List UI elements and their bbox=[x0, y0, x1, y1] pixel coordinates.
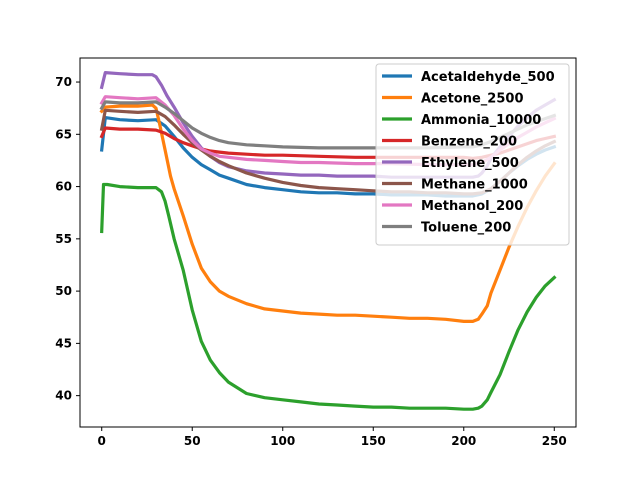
y-tick-label: 40 bbox=[55, 389, 72, 403]
legend: Acetaldehyde_500 Acetone_2500 Ammonia_1000… bbox=[375, 63, 570, 246]
y-tick-label: 50 bbox=[55, 284, 72, 298]
axes-layer: 0 50 100 150 200 250 40 45 50 55 60 65 70 bbox=[55, 57, 577, 448]
x-tick-label: 50 bbox=[184, 434, 201, 448]
axes-frame bbox=[79, 57, 577, 428]
legend-box bbox=[375, 63, 570, 246]
y-tick-label: 70 bbox=[55, 75, 72, 89]
legend-label-Ethylene_500: Ethylene_500 bbox=[421, 156, 519, 171]
x-tick-label: 200 bbox=[451, 434, 476, 448]
series-line-Acetone_2500 bbox=[99, 103, 557, 323]
y-tick-label: 65 bbox=[55, 127, 72, 141]
legend-label-Benzene_200: Benzene_200 bbox=[421, 135, 517, 150]
legend-label-Acetaldehyde_500: Acetaldehyde_500 bbox=[421, 70, 555, 85]
y-tick-label: 55 bbox=[55, 232, 72, 246]
series-line-Ammonia_10000 bbox=[100, 182, 557, 411]
legend-label-Acetone_2500: Acetone_2500 bbox=[421, 92, 523, 107]
legend-label-Toluene_200: Toluene_200 bbox=[421, 221, 511, 236]
x-tick-label: 100 bbox=[270, 434, 295, 448]
legend-label-Methanol_200: Methanol_200 bbox=[421, 199, 523, 214]
y-tick-label: 45 bbox=[55, 336, 72, 350]
x-tick-label: 150 bbox=[361, 434, 386, 448]
x-tick-label: 250 bbox=[542, 434, 567, 448]
legend-label-Ammonia_10000: Ammonia_10000 bbox=[421, 113, 541, 128]
legend-label-Methane_1000: Methane_1000 bbox=[421, 178, 528, 193]
y-tick-label: 60 bbox=[55, 180, 72, 194]
x-tick-label: 0 bbox=[98, 434, 106, 448]
